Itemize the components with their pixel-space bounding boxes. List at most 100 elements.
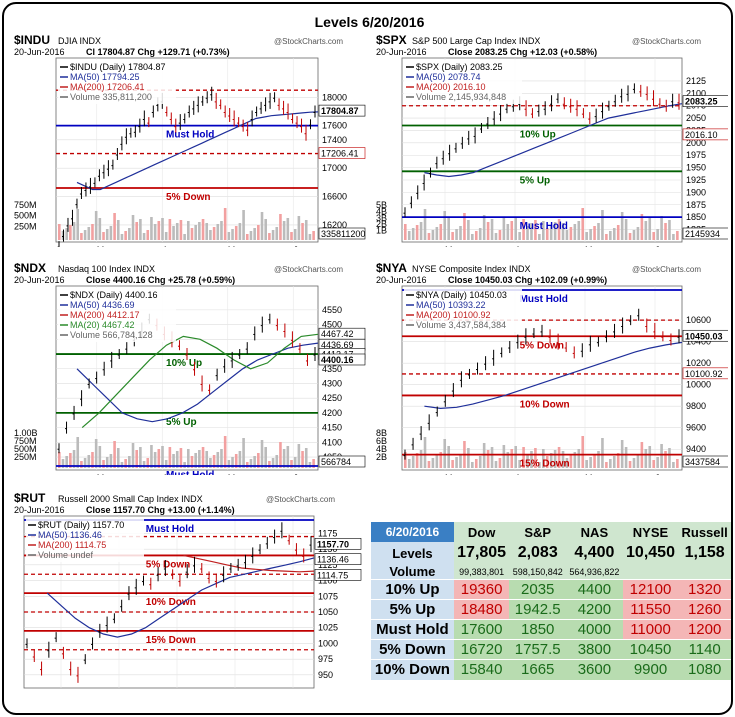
legend-entry: MA(20) 4467.42 — [70, 320, 135, 330]
volume-bar — [194, 453, 197, 468]
chart-quote: Close 2083.25 Chg +12.03 (+0.58%) — [448, 47, 597, 57]
y-tick-label: 950 — [318, 670, 333, 680]
volume-bar — [198, 450, 201, 468]
volume-bar — [443, 211, 447, 240]
chart-spx: $SPX S&P 500 Large Cap Index INDX @StockCh… — [374, 32, 728, 247]
y-tick-label: 16200 — [322, 220, 347, 230]
chart-svg: $NYA NYSE Composite Index INDX @StockChart… — [376, 261, 728, 475]
volume-bar — [212, 455, 216, 468]
chart-name: Nasdaq 100 Index INDX — [58, 264, 155, 274]
header-sp: S&P — [509, 522, 567, 542]
legend-box — [404, 60, 522, 104]
ma50-line — [76, 342, 319, 423]
volume-bar — [124, 459, 127, 468]
volume-bar — [72, 450, 76, 468]
volume-bar — [116, 448, 120, 468]
value-tag: 1136.46 — [317, 555, 349, 565]
volume-bar — [459, 226, 462, 240]
volume-tag-box — [682, 455, 728, 468]
volume-bar — [664, 223, 667, 240]
volume-bar — [518, 460, 521, 468]
volume-bar — [451, 232, 454, 240]
level-cell: 3600 — [566, 659, 623, 680]
ma50-line — [424, 103, 683, 178]
volume-bar — [478, 456, 482, 468]
chart-date: 20-Jun-2016 — [376, 47, 427, 57]
levels-row: Levels 17,805 2,083 4,400 10,450 1,158 — [371, 542, 731, 564]
volume-bar — [534, 220, 537, 240]
value-tag: 2083.25 — [685, 97, 718, 107]
chart-symbol: $SPX — [376, 33, 407, 47]
level-cell: 1942.5 — [509, 599, 567, 620]
y-tick-label: 1175 — [318, 528, 337, 538]
x-tick-label: May — [228, 473, 246, 475]
ma200-tag-box — [682, 367, 728, 380]
volume-bar — [668, 448, 671, 468]
volume-bar — [179, 448, 183, 468]
legend-entry: MA(50) 10393.22 — [416, 300, 486, 310]
volume-label: Volume — [371, 564, 454, 580]
volume-bar — [201, 447, 205, 468]
volume-bar — [260, 212, 264, 240]
volume-bar — [293, 229, 297, 240]
volume-bar — [471, 462, 474, 468]
chart-quote: Cl 17804.87 Chg +129.71 (+0.73%) — [86, 47, 230, 57]
ma200-tag-box — [682, 128, 728, 141]
legend-entry: Volume 3,437,584,384 — [416, 320, 506, 330]
volume-bar — [534, 448, 537, 468]
level-label: 5% Down — [166, 192, 210, 203]
y-tick-label: 1975 — [686, 150, 706, 160]
volume-bar — [593, 454, 596, 468]
volume-tick-label: 750M — [14, 200, 37, 210]
volume-bar — [209, 458, 212, 468]
legend-entry: MA(200) 17206.41 — [70, 82, 145, 92]
x-tick-label: Apr — [515, 245, 529, 247]
volume-bar — [581, 208, 585, 240]
volume-bar — [415, 453, 419, 468]
level-cell: 1850 — [509, 619, 567, 640]
chart-quote: Close 1157.70 Chg +13.00 (+1.14%) — [86, 505, 235, 515]
chart-quote: Close 10450.03 Chg +102.09 (+0.99%) — [448, 275, 607, 285]
volume-bar — [411, 228, 415, 240]
legend-entry: MA(200) 4412.17 — [70, 310, 140, 320]
level-label: 10% Down — [146, 597, 196, 608]
volume-bar — [652, 232, 655, 240]
volume-bar — [510, 221, 514, 240]
volume-bar — [644, 221, 648, 240]
y-tick-label: 18000 — [322, 92, 347, 102]
volume-bar — [301, 451, 304, 468]
level-label: 5% Up — [166, 417, 197, 428]
volume-bar — [150, 217, 153, 240]
volume-bar — [447, 218, 450, 240]
y-tick-label: 9600 — [686, 423, 706, 433]
volume-bar — [589, 229, 592, 240]
volume-tag-box — [318, 227, 366, 240]
chart-date: 20-Jun-2016 — [14, 275, 65, 285]
volume-bar — [131, 443, 135, 468]
table-date: 6/20/2016 — [371, 522, 454, 542]
table-row: Must Hold 17600 1850 4000 11000 1200 — [371, 619, 731, 640]
volume-tick-label: 6B — [376, 436, 387, 446]
volume-bar — [419, 450, 423, 468]
level-nyse: 10,450 — [622, 542, 679, 564]
volume-russell — [678, 564, 731, 580]
y-tick-label: 4500 — [322, 320, 342, 330]
row-label: 5% Up — [371, 599, 454, 620]
volume-bar — [597, 451, 600, 468]
volume-bar — [656, 457, 659, 468]
volume-bar — [553, 222, 557, 240]
volume-tick-label: 1.00B — [14, 428, 38, 438]
ma200-tag: 2016.10 — [685, 130, 718, 140]
legend-box — [58, 60, 176, 104]
levels-table: 6/20/2016 Dow S&P NAS NYSE Russell Level… — [371, 522, 731, 680]
volume-bar — [557, 219, 561, 240]
volume-bar — [238, 451, 242, 468]
value-tag-box — [314, 553, 362, 565]
volume-bar — [312, 459, 315, 468]
volume-tick-label: 3B — [376, 213, 387, 223]
ma50-line — [46, 557, 315, 638]
